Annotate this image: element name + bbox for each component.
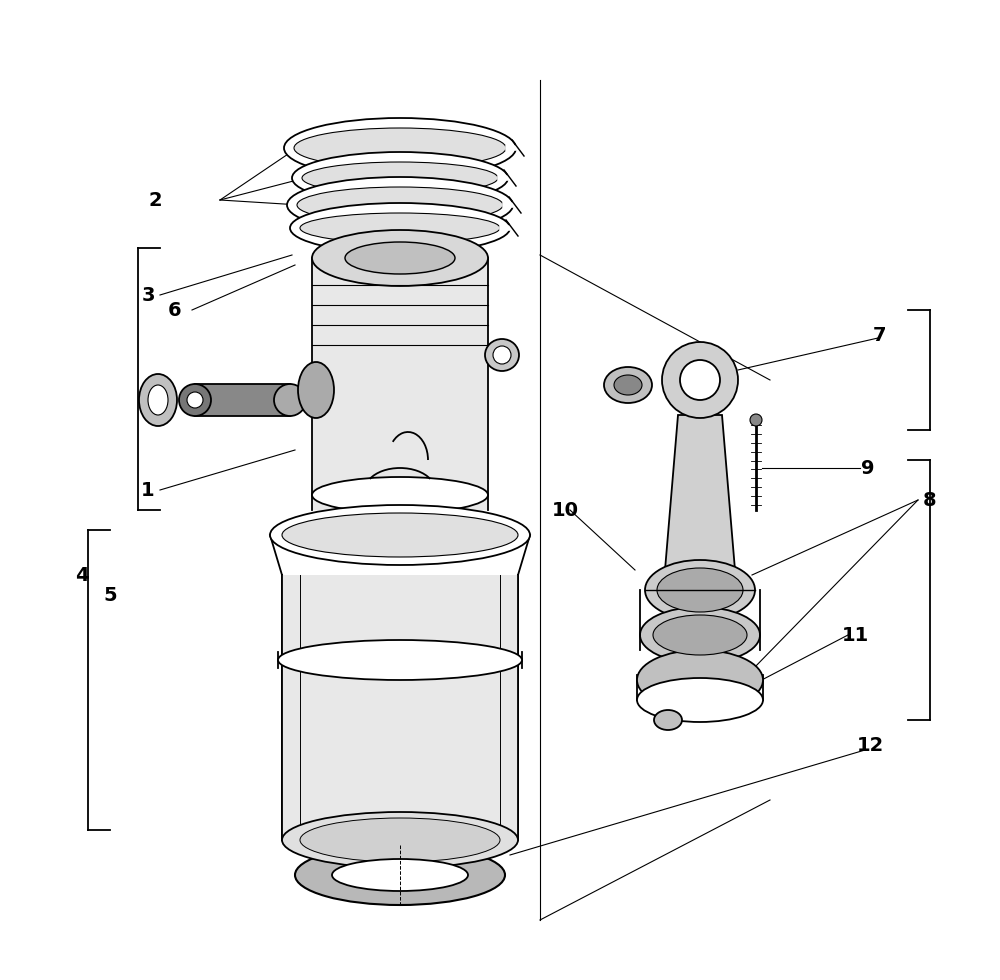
Ellipse shape — [312, 230, 488, 286]
Ellipse shape — [645, 560, 755, 620]
Ellipse shape — [270, 505, 530, 565]
Ellipse shape — [680, 360, 720, 400]
Ellipse shape — [345, 242, 455, 274]
Polygon shape — [312, 258, 488, 510]
Ellipse shape — [287, 177, 513, 233]
Ellipse shape — [640, 607, 760, 663]
Ellipse shape — [148, 385, 168, 415]
Ellipse shape — [139, 374, 177, 426]
Text: 3: 3 — [141, 285, 155, 305]
Text: 7: 7 — [873, 325, 887, 345]
Ellipse shape — [179, 384, 211, 416]
Ellipse shape — [662, 342, 738, 418]
Text: 5: 5 — [103, 585, 117, 605]
Ellipse shape — [654, 710, 682, 730]
Ellipse shape — [637, 650, 763, 710]
Polygon shape — [665, 415, 735, 570]
Polygon shape — [195, 384, 290, 416]
Ellipse shape — [298, 362, 334, 418]
Ellipse shape — [653, 615, 747, 655]
Text: 8: 8 — [923, 491, 937, 510]
Ellipse shape — [278, 640, 522, 680]
Ellipse shape — [750, 414, 762, 426]
Text: 9: 9 — [861, 459, 875, 477]
Ellipse shape — [295, 845, 505, 905]
Text: 4: 4 — [75, 565, 89, 584]
Ellipse shape — [332, 859, 468, 891]
Ellipse shape — [282, 812, 518, 868]
Ellipse shape — [274, 384, 306, 416]
Ellipse shape — [485, 339, 519, 371]
Text: 11: 11 — [841, 625, 869, 645]
Text: 12: 12 — [856, 736, 884, 755]
Ellipse shape — [282, 513, 518, 557]
Ellipse shape — [637, 678, 763, 722]
Ellipse shape — [300, 818, 500, 862]
Ellipse shape — [294, 128, 506, 168]
Ellipse shape — [292, 152, 508, 204]
Text: 6: 6 — [168, 301, 182, 319]
Ellipse shape — [187, 392, 203, 408]
Ellipse shape — [297, 187, 503, 223]
Ellipse shape — [614, 375, 642, 395]
Ellipse shape — [312, 477, 488, 513]
Ellipse shape — [493, 346, 511, 364]
Ellipse shape — [657, 568, 743, 612]
Ellipse shape — [284, 118, 516, 178]
Ellipse shape — [290, 203, 510, 253]
Text: 1: 1 — [141, 480, 155, 500]
Ellipse shape — [604, 367, 652, 403]
Ellipse shape — [302, 162, 498, 194]
Text: 10: 10 — [552, 501, 578, 519]
Polygon shape — [282, 575, 518, 840]
Text: 2: 2 — [148, 190, 162, 210]
Ellipse shape — [300, 213, 500, 243]
